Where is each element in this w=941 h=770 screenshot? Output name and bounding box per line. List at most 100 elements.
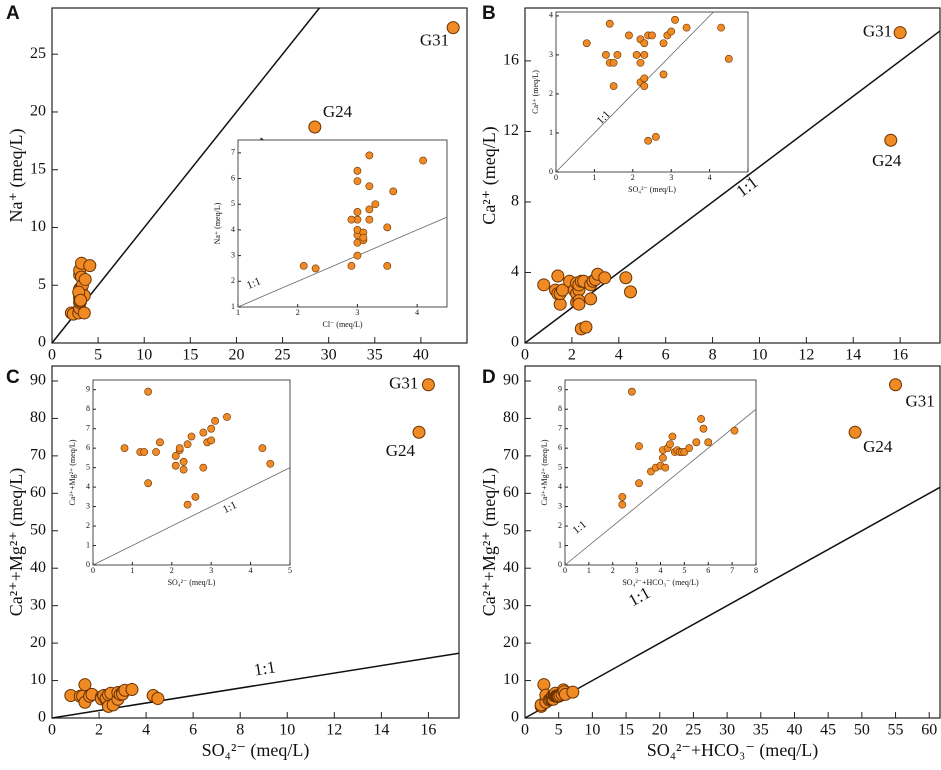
data-point xyxy=(191,492,200,501)
line-label: 1:1 xyxy=(253,657,277,679)
y-axis-label: Ca²⁺+Mg²⁺ (meq/L) xyxy=(68,439,77,505)
y-tick-label: 1 xyxy=(549,128,553,137)
data-point xyxy=(359,233,368,242)
y-tick-label: 4 xyxy=(549,11,553,20)
x-tick-label: 5 xyxy=(682,566,686,575)
y-tick-label: 40 xyxy=(30,559,46,576)
y-tick-label: 6 xyxy=(558,443,562,452)
y-tick-label: 3 xyxy=(86,501,90,510)
data-point xyxy=(609,58,618,67)
data-point xyxy=(78,272,92,286)
y-tick-label: 9 xyxy=(86,385,90,394)
y-tick-label: 70 xyxy=(30,447,46,464)
panel-label: C xyxy=(6,367,20,388)
y-tick-label: 25 xyxy=(30,45,46,62)
data-point xyxy=(724,54,733,63)
x-axis-label: Cl⁻ (meq/L) xyxy=(323,320,363,329)
y-tick-label: 4 xyxy=(558,482,562,491)
y-tick-label: 2 xyxy=(549,89,553,98)
data-point xyxy=(682,23,691,32)
inset-line-label: 1:1 xyxy=(221,499,239,516)
data-point xyxy=(671,15,679,24)
data-point xyxy=(223,413,231,421)
panel-label: B xyxy=(482,3,496,24)
data-point xyxy=(207,436,216,445)
x-tick-label: 0 xyxy=(554,173,558,182)
point-label: G31 xyxy=(863,22,892,41)
data-point xyxy=(566,685,580,699)
data-point xyxy=(152,448,160,456)
data-point xyxy=(692,438,701,447)
labeled-point xyxy=(884,133,898,147)
data-point xyxy=(640,82,649,91)
x-tick-label: 10 xyxy=(751,346,767,363)
data-point xyxy=(635,442,643,451)
y-tick-label: 70 xyxy=(503,447,519,464)
x-tick-label: 2 xyxy=(170,566,174,575)
data-point xyxy=(419,156,428,165)
labeled-point xyxy=(446,21,460,35)
y-tick-label: 0 xyxy=(511,334,519,351)
data-point xyxy=(383,261,392,270)
point-label: G24 xyxy=(323,102,353,121)
y-tick-label: 50 xyxy=(503,521,519,538)
data-point xyxy=(572,297,586,311)
data-point xyxy=(666,440,674,449)
data-point xyxy=(659,70,668,79)
x-tick-label: 4 xyxy=(415,308,419,317)
point-label: G24 xyxy=(872,151,902,170)
x-tick-label: 15 xyxy=(618,721,634,738)
data-point xyxy=(171,461,180,470)
data-point xyxy=(365,215,374,224)
y-tick-label: 6 xyxy=(231,173,235,182)
y-tick-label: 30 xyxy=(30,596,46,613)
y-tick-label: 30 xyxy=(503,596,519,613)
x-tick-label: 5 xyxy=(288,566,292,575)
data-point xyxy=(140,448,149,456)
data-point xyxy=(144,479,153,488)
data-point xyxy=(640,51,649,59)
labeled-point xyxy=(889,378,903,392)
data-point xyxy=(77,306,91,320)
data-point xyxy=(602,51,610,59)
x-tick-label: 30 xyxy=(719,721,735,738)
data-point xyxy=(144,387,153,396)
data-point xyxy=(699,424,708,433)
one-to-one-line xyxy=(51,7,321,344)
y-axis-label: Ca²⁺+Mg²⁺ (meq/L) xyxy=(479,468,500,616)
x-tick-label: 2 xyxy=(95,721,103,738)
data-point xyxy=(632,51,641,59)
x-tick-label: 4 xyxy=(659,566,663,575)
data-point xyxy=(156,438,164,447)
x-tick-label: 0 xyxy=(91,566,95,575)
y-tick-label: 2 xyxy=(86,521,90,530)
x-tick-label: 4 xyxy=(249,566,253,575)
x-tick-label: 10 xyxy=(584,721,600,738)
data-point xyxy=(83,259,97,273)
data-point xyxy=(627,387,636,396)
data-point xyxy=(353,166,362,175)
data-point xyxy=(311,264,320,273)
y-tick-label: 4 xyxy=(86,482,90,491)
labeled-point xyxy=(848,425,862,439)
labeled-point xyxy=(308,120,322,134)
labeled-point xyxy=(421,378,435,392)
x-tick-label: 60 xyxy=(921,721,937,738)
y-tick-label: 8 xyxy=(86,404,90,413)
data-point xyxy=(151,692,165,706)
y-tick-label: 5 xyxy=(86,462,90,471)
panel-label: D xyxy=(482,367,496,388)
y-tick-label: 12 xyxy=(503,122,519,139)
data-point xyxy=(211,416,220,425)
data-point xyxy=(659,39,668,48)
x-tick-label: 16 xyxy=(892,346,908,363)
y-tick-label: 60 xyxy=(30,484,46,501)
data-point xyxy=(668,432,677,441)
y-axis-label: Ca²⁺ (meq/L) xyxy=(531,70,540,114)
data-point xyxy=(644,136,653,145)
x-tick-label: 6 xyxy=(706,566,710,575)
x-tick-label: 16 xyxy=(420,721,436,738)
data-point xyxy=(697,415,705,423)
x-tick-label: 1 xyxy=(587,566,591,575)
